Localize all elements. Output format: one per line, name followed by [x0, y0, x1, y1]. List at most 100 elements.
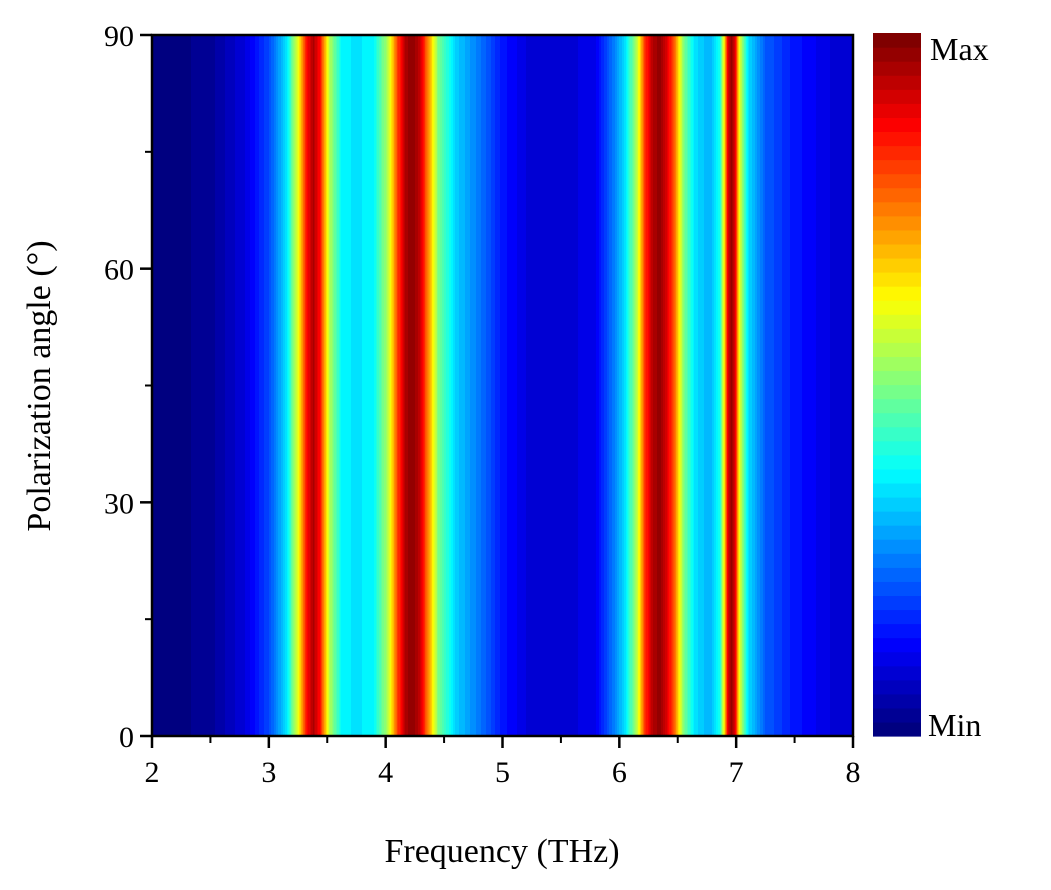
heatmap-cell: [522, 35, 524, 736]
heatmap-cell: [643, 35, 645, 736]
heatmap-cell: [231, 35, 233, 736]
heatmap-cell: [352, 35, 354, 736]
heatmap-cell: [535, 35, 537, 736]
heatmap-cell: [166, 35, 168, 736]
heatmap-cell: [403, 35, 405, 736]
heatmap-cell: [697, 35, 699, 736]
heatmap-cell: [414, 35, 416, 736]
heatmap-cell: [639, 35, 641, 736]
heatmap-cell: [430, 35, 432, 736]
heatmap-cell: [595, 35, 597, 736]
heatmap-cell: [499, 35, 501, 736]
heatmap-cell: [817, 35, 819, 736]
y-axis: 0 30 60 90: [104, 20, 152, 754]
heatmap-cell: [465, 35, 467, 736]
heatmap-cell: [767, 35, 769, 736]
heatmap-cell: [822, 35, 824, 736]
heatmap-cell: [540, 35, 542, 736]
heatmap-cell: [232, 35, 234, 736]
heatmap-cell: [830, 35, 832, 736]
heatmap-cell: [389, 35, 391, 736]
heatmap-cell: [472, 35, 474, 736]
heatmap-cell: [547, 35, 549, 736]
heatmap-cell: [370, 35, 372, 736]
heatmap-cell: [735, 35, 737, 736]
heatmap-cell: [265, 35, 267, 736]
colorbar-segment: [873, 201, 921, 217]
heatmap-cell: [572, 35, 574, 736]
heatmap-cell: [532, 35, 534, 736]
heatmap-cell: [255, 35, 257, 736]
heatmap-cell: [492, 35, 494, 736]
colorbar-segment: [873, 370, 921, 386]
heatmap-cell: [779, 35, 781, 736]
heatmap-cell: [263, 35, 265, 736]
heatmap-cell: [207, 35, 209, 736]
heatmap-cell: [517, 35, 519, 736]
colorbar-segment: [873, 567, 921, 582]
heatmap-cell: [317, 35, 319, 736]
heatmap-cell: [496, 35, 498, 736]
heatmap-cell: [797, 35, 799, 736]
heatmap-cell: [601, 35, 603, 736]
heatmap-cell: [739, 35, 741, 736]
heatmap-cell: [415, 35, 417, 736]
heatmap-cell: [513, 35, 515, 736]
heatmap-cell: [578, 35, 580, 736]
heatmap-cell: [463, 35, 465, 736]
heatmap-cell: [612, 35, 614, 736]
heatmap-cell: [379, 35, 381, 736]
heatmap-cell: [557, 35, 559, 736]
heatmap-cell: [719, 35, 721, 736]
heatmap-cell: [515, 35, 517, 736]
heatmap-cell: [690, 35, 692, 736]
heatmap-cell: [432, 35, 434, 736]
heatmap-cell: [753, 35, 755, 736]
heatmap-cell: [282, 35, 284, 736]
heatmap-cell: [488, 35, 490, 736]
colorbar-segment: [873, 651, 921, 667]
colorbar: [873, 33, 921, 737]
heatmap-cell: [413, 35, 415, 736]
heatmap-cell: [757, 35, 759, 736]
heatmap-cell: [783, 35, 785, 736]
heatmap-cell: [709, 35, 711, 736]
heatmap-cell: [498, 35, 500, 736]
heatmap-cell: [788, 35, 790, 736]
heatmap-cell: [422, 35, 424, 736]
colorbar-segment: [873, 525, 921, 540]
heatmap-cell: [733, 35, 735, 736]
heatmap-cell: [299, 35, 301, 736]
heatmap-cell: [638, 35, 640, 736]
heatmap-cell: [431, 35, 433, 736]
heatmap-cell: [355, 35, 357, 736]
heatmap-cell: [623, 35, 625, 736]
heatmap-cell: [681, 35, 683, 736]
heatmap-cell: [284, 35, 286, 736]
heatmap-cell: [819, 35, 821, 736]
heatmap-cell: [792, 35, 794, 736]
heatmap-cell: [699, 35, 701, 736]
heatmap-cell: [589, 35, 591, 736]
heatmap-cell: [316, 35, 318, 736]
heatmap-cell: [738, 35, 740, 736]
heatmap-cell: [584, 35, 586, 736]
heatmap-cell: [281, 35, 283, 736]
heatmap-cell: [539, 35, 541, 736]
heatmap-cell: [486, 35, 488, 736]
heatmap-cell: [329, 35, 331, 736]
heatmap-cell: [649, 35, 651, 736]
heatmap-cell: [247, 35, 249, 736]
heatmap-cell: [289, 35, 291, 736]
heatmap-cell: [248, 35, 250, 736]
heatmap-cell: [684, 35, 686, 736]
heatmap-cell: [840, 35, 842, 736]
heatmap-cell: [514, 35, 516, 736]
heatmap-cell: [741, 35, 743, 736]
heatmap-cell: [374, 35, 376, 736]
heatmap-cell: [470, 35, 472, 736]
colorbar-segment: [873, 314, 921, 329]
heatmap-cell: [312, 35, 314, 736]
heatmap-cell: [478, 35, 480, 736]
heatmap-cell: [157, 35, 159, 736]
